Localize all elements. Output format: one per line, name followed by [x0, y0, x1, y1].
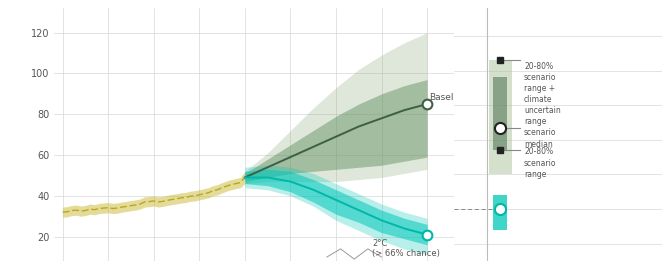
Text: 20-80%
scenario
range +
climate
uncertain
range: 20-80% scenario range + climate uncertai… — [524, 62, 561, 126]
Text: scenario
median: scenario median — [524, 128, 557, 149]
Text: 20-80%
scenario
range: 20-80% scenario range — [524, 147, 557, 179]
Text: 2°C
(> 66% chance): 2°C (> 66% chance) — [373, 239, 440, 258]
Text: Baseline: Baseline — [429, 93, 468, 102]
